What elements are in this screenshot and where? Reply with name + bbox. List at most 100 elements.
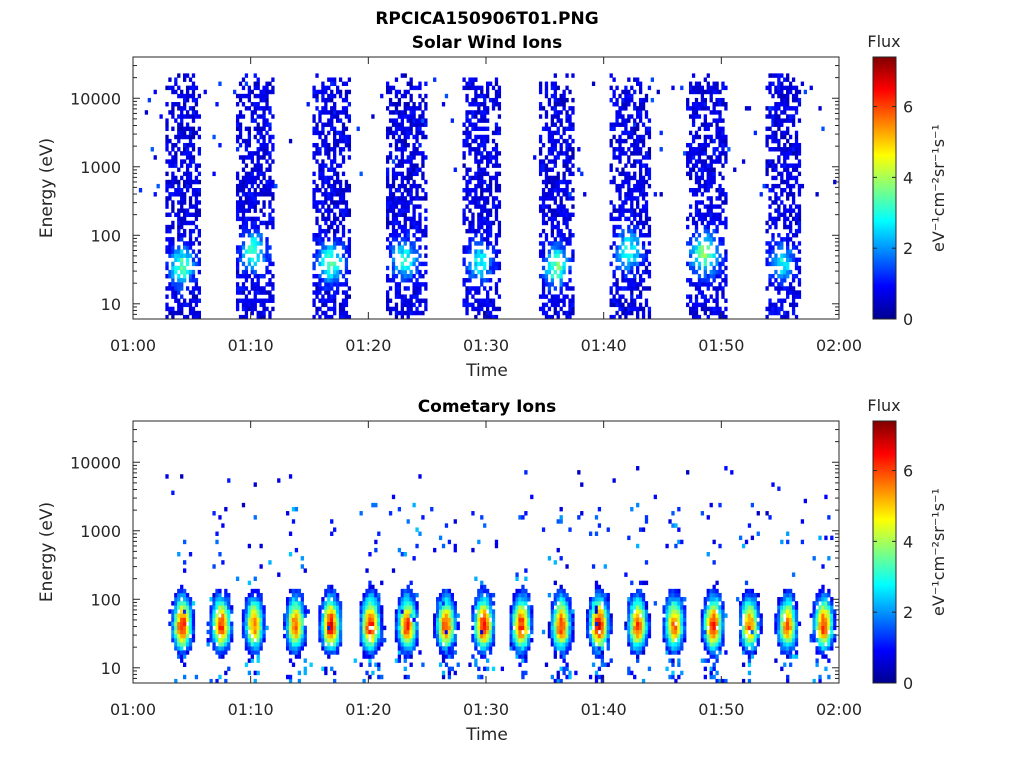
heatmap-cell [300, 592, 304, 598]
heatmap-cell [697, 81, 702, 86]
heatmap-cell [394, 126, 399, 132]
heatmap-cell [700, 220, 705, 226]
heatmap-cell [709, 208, 713, 213]
heatmap-cell [344, 93, 349, 99]
heatmap-cell [462, 249, 466, 254]
heatmap-cell [191, 147, 196, 152]
heatmap-cell [421, 122, 425, 127]
heatmap-cell [397, 601, 402, 606]
heatmap-cell [227, 637, 231, 643]
heatmap-cell [462, 188, 466, 193]
heatmap-cell [786, 314, 790, 320]
heatmap-cell [341, 122, 346, 127]
heatmap-cell [491, 130, 496, 136]
heatmap-cell [627, 159, 631, 164]
heatmap-cell [268, 183, 272, 189]
heatmap-cell [388, 110, 393, 115]
heatmap-cell [797, 151, 802, 156]
heatmap-cell [694, 282, 699, 287]
heatmap-cell [718, 314, 722, 320]
heatmap-cell [191, 179, 196, 185]
heatmap-cell [486, 278, 490, 283]
heatmap-cell [241, 220, 246, 226]
heatmap-cell [333, 637, 337, 643]
heatmap-cell [244, 73, 249, 78]
heatmap-cell [435, 621, 440, 627]
heatmap-cell [709, 97, 713, 103]
heatmap-cell [435, 633, 440, 639]
heatmap-cell [230, 629, 234, 635]
heatmap-cell [174, 249, 178, 254]
heatmap-cell [630, 175, 634, 181]
heatmap-cell [388, 306, 393, 312]
heatmap-cell [327, 208, 331, 213]
heatmap-cell [647, 261, 652, 267]
heatmap-cell [618, 208, 622, 213]
heatmap-cell [447, 597, 452, 602]
heatmap-cell [497, 228, 502, 234]
heatmap-cell [721, 97, 725, 103]
heatmap-cell [791, 245, 796, 250]
heatmap-cell [688, 114, 693, 119]
heatmap-cell [250, 241, 254, 246]
heatmap-cell [468, 265, 472, 271]
heatmap-cell [297, 633, 302, 639]
heatmap-cell [715, 118, 719, 123]
heatmap-cell [480, 208, 484, 213]
heatmap-cell [191, 298, 196, 303]
heatmap-cell [556, 273, 560, 279]
heatmap-cell [238, 81, 243, 86]
heatmap-cell [686, 294, 690, 299]
heatmap-cell [556, 183, 560, 189]
heatmap-cell [197, 241, 202, 246]
heatmap-cell [718, 204, 722, 209]
heatmap-cell [335, 613, 340, 618]
heatmap-cell [636, 81, 640, 86]
heatmap-cell [250, 102, 254, 107]
heatmap-cell [694, 224, 699, 230]
heatmap-cell [247, 97, 252, 103]
heatmap-cell [421, 273, 425, 279]
heatmap-cell [406, 650, 410, 655]
heatmap-cell [380, 625, 384, 631]
heatmap-cell [497, 93, 502, 99]
heatmap-cell [197, 261, 202, 267]
heatmap-cell [715, 196, 719, 201]
heatmap-cell [709, 233, 713, 238]
heatmap-cell [400, 245, 404, 250]
heatmap-cell [777, 286, 781, 291]
heatmap-cell [244, 278, 249, 283]
heatmap-cell [494, 249, 499, 254]
heatmap-cell [559, 110, 563, 115]
heatmap-cell [791, 151, 796, 156]
heatmap-cell [691, 122, 696, 127]
heatmap-cell [418, 224, 422, 230]
heatmap-cell [341, 97, 346, 103]
heatmap-cell [706, 163, 710, 168]
heatmap-cell [188, 233, 193, 238]
heatmap-cell [171, 179, 175, 185]
heatmap-cell [688, 151, 693, 156]
heatmap-cell [371, 502, 375, 508]
heatmap-cell [321, 163, 325, 168]
heatmap-cell [550, 314, 555, 320]
heatmap-cell [297, 625, 302, 631]
heatmap-cell [327, 85, 331, 91]
heatmap-cell [556, 298, 560, 303]
heatmap-cell [188, 310, 193, 316]
heatmap-cell [709, 216, 713, 222]
heatmap-cell [297, 613, 302, 618]
heatmap-cell [641, 278, 646, 283]
heatmap-cell [294, 633, 299, 639]
heatmap-cell [800, 81, 805, 86]
heatmap-cell [694, 179, 699, 185]
heatmap-cell [721, 188, 725, 193]
heatmap-cell [312, 85, 316, 91]
heatmap-cell [394, 163, 399, 168]
heatmap-cell [183, 192, 187, 197]
heatmap-cell [630, 151, 634, 156]
heatmap-cell [630, 253, 634, 258]
heatmap-cell [480, 241, 484, 246]
heatmap-cell [465, 310, 469, 316]
heatmap-cell [394, 171, 399, 177]
